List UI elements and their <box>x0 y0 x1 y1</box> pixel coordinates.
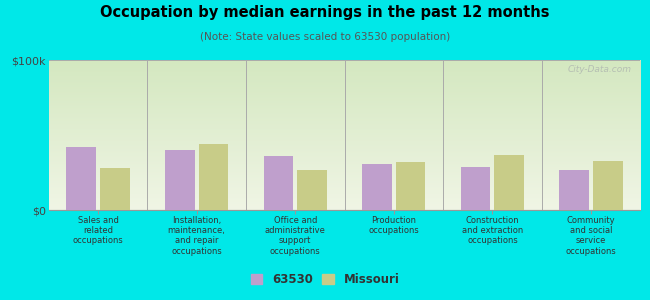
Bar <box>362 164 392 210</box>
Bar <box>199 144 228 210</box>
Text: City-Data.com: City-Data.com <box>567 64 631 74</box>
Bar <box>593 160 623 210</box>
Bar <box>264 156 293 210</box>
Bar <box>66 147 96 210</box>
Text: (Note: State values scaled to 63530 population): (Note: State values scaled to 63530 popu… <box>200 32 450 41</box>
Bar <box>100 168 129 210</box>
Legend: 63530, Missouri: 63530, Missouri <box>246 269 404 291</box>
Text: Occupation by median earnings in the past 12 months: Occupation by median earnings in the pas… <box>100 4 550 20</box>
Bar <box>396 162 425 210</box>
Bar <box>461 167 490 210</box>
Bar <box>297 169 327 210</box>
Bar <box>560 169 589 210</box>
Bar <box>165 150 194 210</box>
Bar <box>495 154 524 210</box>
